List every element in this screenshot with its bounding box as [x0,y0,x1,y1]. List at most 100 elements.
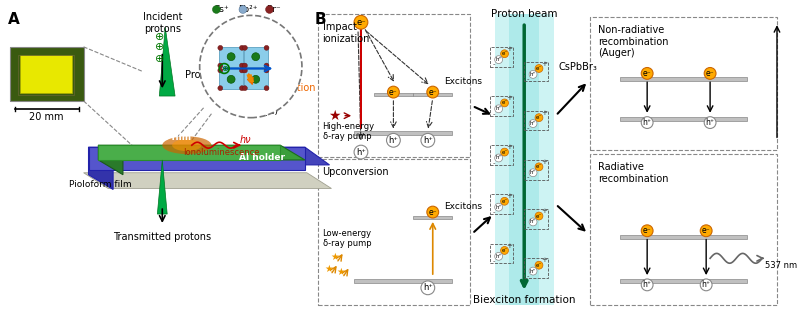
Text: -: - [527,175,530,181]
Text: h⁺: h⁺ [423,283,433,292]
Circle shape [227,53,235,60]
Text: Excitons: Excitons [445,77,482,86]
Text: -: - [493,61,495,67]
Text: e⁻: e⁻ [389,88,398,97]
Bar [244,47,267,66]
Text: Proton: Proton [185,70,216,80]
Text: -: - [527,224,530,230]
Text: -: - [493,258,495,264]
Circle shape [427,86,438,98]
Text: +: + [506,46,513,52]
Text: e⁻: e⁻ [702,226,710,235]
Circle shape [642,117,653,129]
Circle shape [700,279,712,291]
Circle shape [535,114,543,122]
Circle shape [535,163,543,171]
Circle shape [529,169,537,177]
Text: h⁺: h⁺ [495,57,502,62]
Text: e⁻: e⁻ [356,18,366,27]
Circle shape [494,105,502,113]
Text: +: + [541,159,547,165]
Text: ★: ★ [336,267,345,277]
Text: -: - [527,125,530,131]
Text: h⁺: h⁺ [495,106,502,111]
Bar [18,55,74,95]
Circle shape [494,252,502,260]
Text: e⁻: e⁻ [643,69,651,78]
Text: +: + [506,144,513,150]
Ellipse shape [162,136,211,154]
Ellipse shape [172,139,202,151]
Text: +: + [541,257,547,263]
Polygon shape [98,145,123,175]
Text: -: - [527,76,530,82]
Bar [524,160,548,180]
Bar [620,77,747,81]
Bar [490,145,514,165]
Text: h⁺: h⁺ [530,170,536,175]
Text: CsPbBr₃ film: CsPbBr₃ film [128,133,191,142]
Circle shape [529,120,537,128]
Text: h⁺: h⁺ [530,220,536,224]
Text: ⊕: ⊕ [154,42,164,52]
Text: hν: hν [240,135,252,145]
Bar [494,14,554,305]
Text: e⁻: e⁻ [502,150,508,155]
Text: Al holder: Al holder [239,152,286,162]
Text: Incident
protons: Incident protons [142,12,182,34]
Text: e⁻: e⁻ [536,263,542,268]
Circle shape [218,45,222,50]
Text: h⁺: h⁺ [389,136,398,145]
Text: e⁻: e⁻ [536,66,542,71]
Text: Upconversion: Upconversion [322,167,390,177]
Text: Excitons: Excitons [445,202,482,211]
Bar [20,55,72,93]
Text: e⁻: e⁻ [502,248,508,253]
Circle shape [529,71,537,78]
Circle shape [494,154,502,162]
Circle shape [421,134,434,147]
Text: +: + [541,60,547,66]
Bar [354,279,453,283]
Circle shape [264,63,269,68]
Polygon shape [158,160,167,214]
Polygon shape [98,145,305,160]
Text: h⁺: h⁺ [530,269,536,274]
Text: e⁻: e⁻ [536,115,542,120]
Text: Ionization: Ionization [267,83,315,93]
Text: High-energy
δ-ray pump: High-energy δ-ray pump [322,122,374,141]
Bar [620,279,747,283]
Text: e⁻: e⁻ [643,226,651,235]
Bar [524,258,548,278]
Text: h⁺: h⁺ [642,280,652,289]
Bar [219,47,243,66]
Circle shape [242,45,247,50]
Circle shape [227,75,235,83]
Text: h⁺: h⁺ [530,72,536,77]
Bar [490,47,514,66]
Circle shape [421,281,434,295]
Text: h⁺: h⁺ [702,280,710,289]
Polygon shape [83,173,331,188]
Text: e⁻: e⁻ [429,208,437,217]
Circle shape [494,203,502,211]
Bar [524,111,548,130]
Circle shape [218,68,222,73]
Circle shape [535,65,543,72]
Bar [510,14,539,305]
Text: Pb²⁺: Pb²⁺ [238,5,258,14]
FancyBboxPatch shape [318,14,470,157]
Bar [524,62,548,81]
Circle shape [264,68,269,73]
Text: h⁺: h⁺ [706,118,714,127]
FancyBboxPatch shape [318,159,470,305]
Circle shape [501,247,509,255]
Bar [354,131,453,135]
Bar [413,216,453,219]
Circle shape [642,279,653,291]
Text: Br⁻: Br⁻ [266,5,281,14]
Bar [620,235,747,239]
Text: e⁻: e⁻ [706,69,714,78]
Text: e⁻: e⁻ [502,199,508,204]
Bar [490,243,514,263]
